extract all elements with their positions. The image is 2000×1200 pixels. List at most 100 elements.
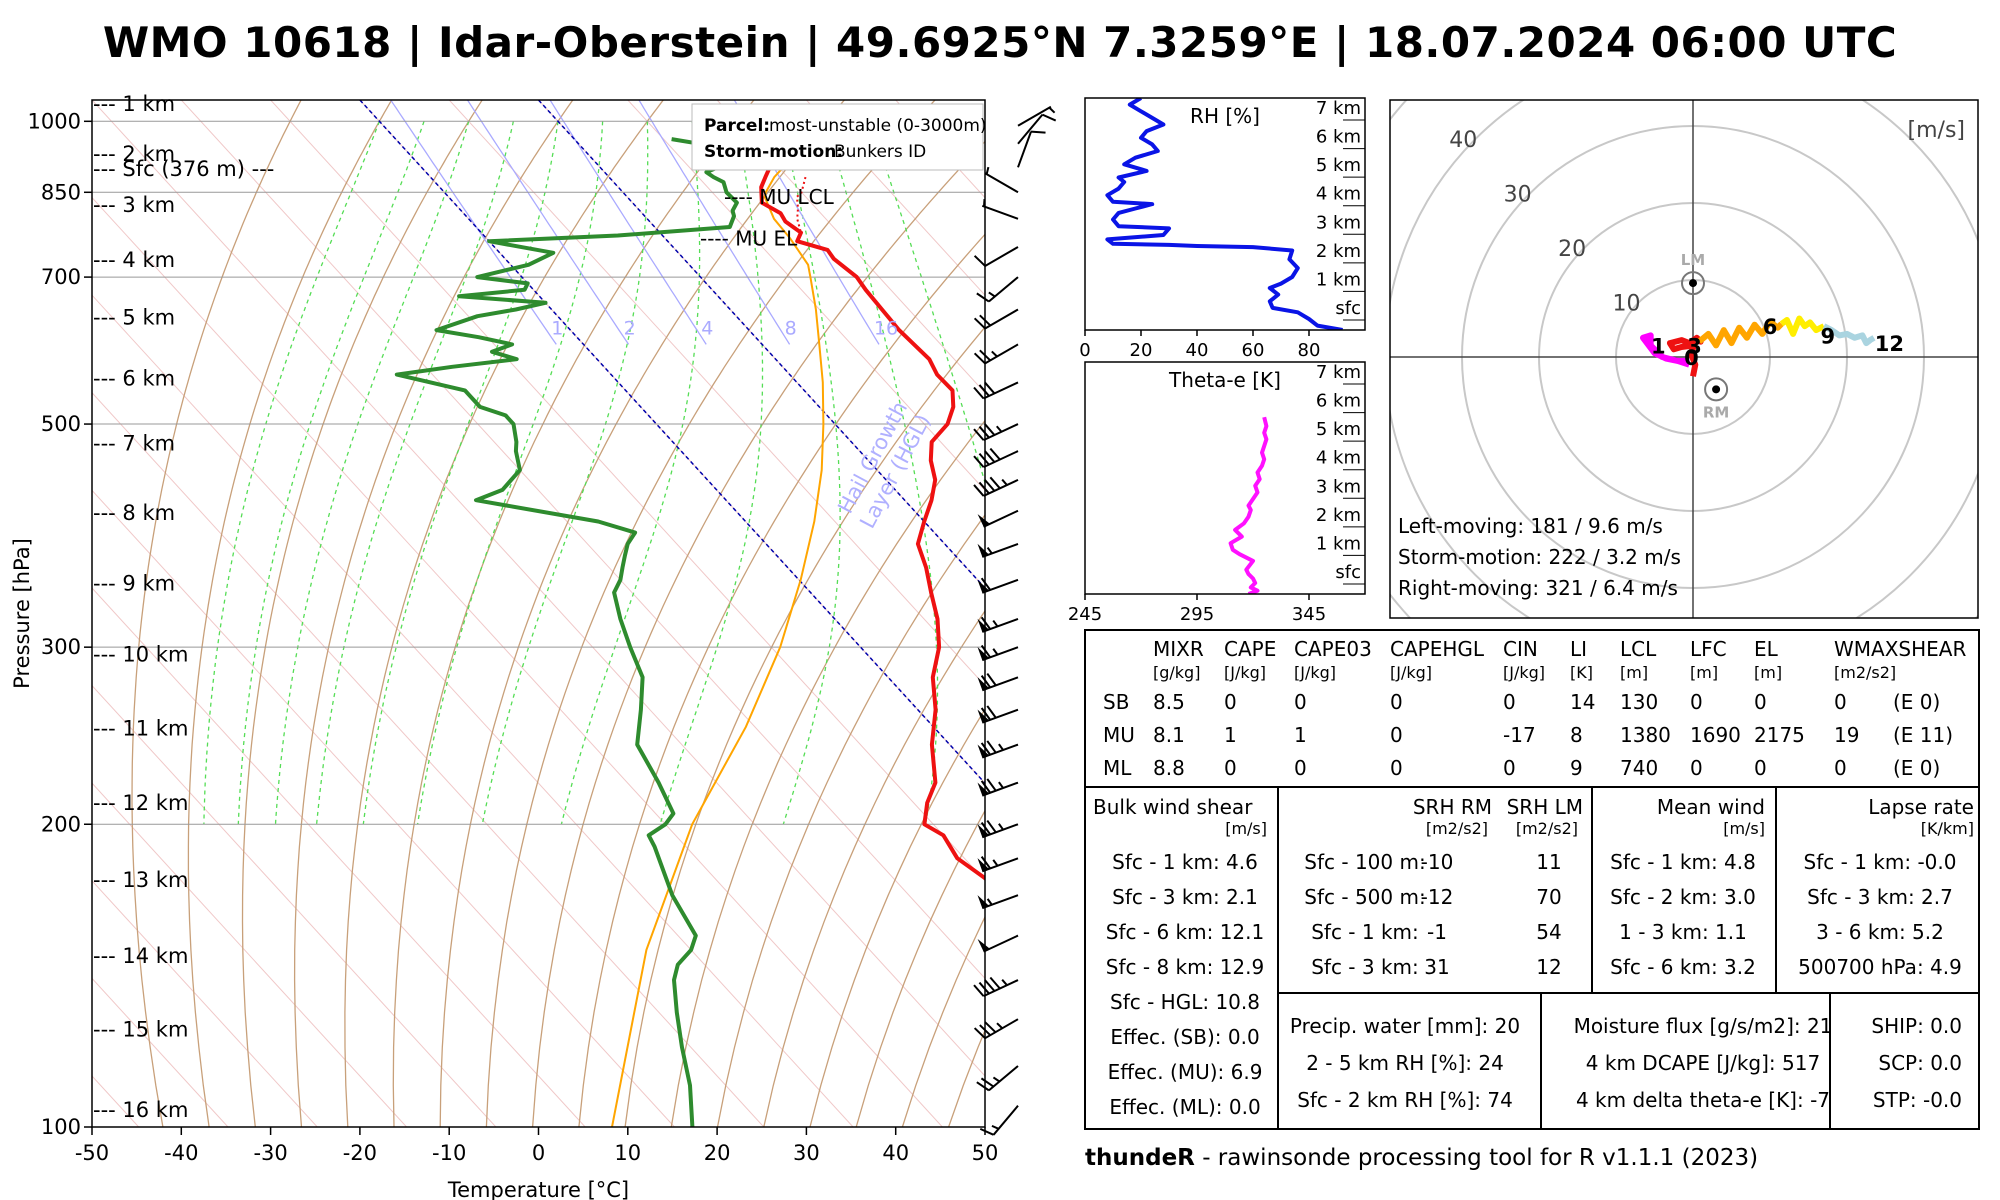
storm-motion-marker [1681,271,1705,296]
wind-barb-half [1001,478,1008,486]
hodograph-plot-area [1390,100,1978,618]
y-axis-label: Pressure [hPa] [10,538,34,689]
srh-lm-value: 54 [1536,920,1561,944]
wind-barb-feather [984,1021,997,1033]
wind-barb-feather [986,778,997,792]
x-tick-label: 0 [532,1141,545,1165]
wind-barb-staff [983,381,1019,400]
parcel-table-unit: [K] [1570,663,1593,682]
legend-box [691,103,984,171]
chart-title: WMO 10618 | Idar-Oberstein | 49.6925°N 7… [102,18,1898,67]
hodograph-segment [1822,323,1876,347]
wind-barb-feather [980,742,991,756]
hodograph-frame [1389,99,1979,619]
wind-barb [973,447,1019,469]
parcel-table-header: LI [1570,637,1587,661]
height-label: --- 6 km [93,366,175,390]
wind-barb-feather [1030,130,1046,134]
bulk-shear-row: Effec. (MU): 6.9 [1108,1060,1263,1084]
isotherm [92,587,586,1127]
lapse-rate-row: 3 - 6 km: 5.2 [1816,920,1944,944]
srh-rm-title: SRH RM [1413,795,1492,819]
parcel-table-cell: 1380 [1620,723,1671,747]
wind-barb-staff [984,308,1019,330]
parcel-table-unit: [m] [1690,663,1718,682]
wind-barb-feather [976,292,990,303]
rh-profile-panel: RH [%] 0 20 40 60 80 sfc 1 km 2 km 3 km 4 km 5 km 6 … [1079,97,1366,361]
mean-wind-row: Sfc - 6 km: 3.2 [1610,955,1756,979]
profile-height-label: 7 km [1316,98,1361,119]
x-tick-label: 50 [972,1141,999,1165]
wind-barb-feather [973,984,985,997]
wind-barb-pennant [977,858,989,872]
isotherm [92,294,854,1127]
wind-barb-staff [984,172,1019,194]
parcel-table: MIXR [g/kg] CAPE [J/kg] CAPE03 [J/kg] CAPEHGL [… [1084,629,1980,788]
parcel-table-unit: [J/kg] [1503,663,1545,682]
srh-rm-unit: [m2/s2] [1426,819,1488,838]
profile-x-tick-label: 245 [1068,604,1102,625]
dry-adiabat [809,707,985,1127]
profile-x-tick-label: 40 [1186,340,1209,361]
wind-barb [979,1105,1019,1136]
profile-height-label: 3 km [1316,212,1361,233]
wind-barb [1017,113,1057,145]
wind-barb-feather [979,349,991,362]
profile-height-label: 5 km [1316,155,1361,176]
wind-barb-feather [989,976,1001,990]
srh-rm-value: -12 [1421,885,1454,909]
srh-rm-value: -1 [1427,920,1447,944]
wind-barb-feather [973,484,985,497]
profile-height-label: 4 km [1316,448,1361,469]
wind-barb [977,542,1019,558]
srh-lm-value: 70 [1536,885,1561,909]
profile-x-tick-label: 80 [1298,340,1321,361]
wind-barb-feather [986,672,997,686]
x-tick-label: -10 [432,1141,466,1165]
wind-barb-pennant [977,618,989,632]
flux-row: 4 km delta theta-e [K]: -7 [1576,1088,1830,1112]
legend-parcel-value: most-unstable (0-3000m) [769,116,987,136]
moist-adiabat [416,121,604,825]
wind-barb-feather [978,481,990,495]
x-tick-label: 20 [704,1141,731,1165]
moisture-row: 2 - 5 km RH [%]: 24 [1306,1051,1504,1075]
wind-barb-feather [973,352,986,365]
parcel-table-cell: 14 [1570,690,1595,714]
height-label: --- 10 km [93,643,188,667]
wind-barb-pennant [977,677,989,691]
height-label: --- 11 km [93,717,188,741]
wind-barb-staff [983,478,1019,497]
bulk-shear-row: Sfc - HGL: 10.8 [1110,990,1260,1014]
isotherm [270,100,985,882]
legend-parcel-label: Parcel: [704,116,770,136]
wind-barb-staff [981,781,1019,797]
parcel-table-header: EL [1754,637,1779,661]
parcel-table-cell: 9 [1570,756,1583,780]
parcel-table-cell: 1690 [1690,723,1741,747]
srh-rm-value: -10 [1421,850,1454,874]
profile-height-label: 1 km [1316,269,1361,290]
wind-barb-feather [973,317,986,330]
x-tick-label: -40 [164,1141,198,1165]
footer-brand: thundeR [1085,1145,1195,1171]
hgl-isotherm [359,100,985,785]
hodograph-segment [1640,332,1691,368]
dry-adiabat [485,100,936,1127]
wind-barb-pennant [977,782,989,796]
profile-height-label: 2 km [1316,505,1361,526]
mu-el-label: ---- MU EL [700,226,798,250]
isotherm [180,100,985,980]
moisture-row: Sfc - 2 km RH [%]: 74 [1297,1088,1513,1112]
parcel-table-cell: 0 [1294,756,1307,780]
mu-lcl-label: ---- MU LCL [724,185,835,209]
parcel-table-unit: [m2/s2] [1834,663,1896,682]
y-tick-label: 1000 [28,109,81,133]
wind-barb-staff [988,1065,1019,1092]
hodograph-segment [1779,315,1826,337]
wind-barb-feather [986,705,997,719]
height-label: --- 5 km [93,306,175,330]
isotherm [92,392,765,1127]
hodograph-info-line: Storm-motion: 222 / 3.2 m/s [1398,545,1681,569]
hodograph-height-label: 6 [1763,315,1778,339]
